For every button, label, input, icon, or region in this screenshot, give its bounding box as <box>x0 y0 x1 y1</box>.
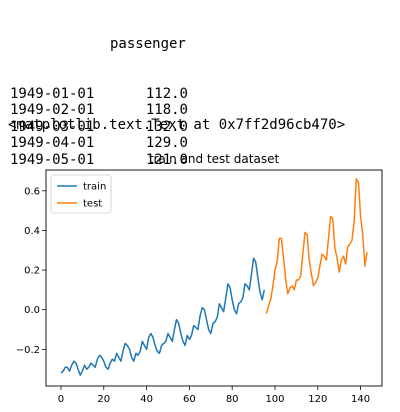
x-tick-label: 80 <box>226 394 239 405</box>
chart-title: train and test dataset <box>149 152 280 166</box>
series-line-test <box>266 179 367 314</box>
x-tick-label: 20 <box>97 394 110 405</box>
x-tick-label: 0 <box>58 394 64 405</box>
series-line-train <box>61 258 264 375</box>
y-tick-label: 0.4 <box>24 226 40 237</box>
y-tick-label: 0.0 <box>24 305 40 316</box>
y-tick-label: 0.2 <box>24 266 40 277</box>
x-tick-label: 40 <box>140 394 153 405</box>
x-tick-label: 120 <box>308 394 327 405</box>
x-tick-label: 100 <box>265 394 284 405</box>
legend-label-train: train <box>83 182 106 193</box>
y-tick-label: 0.6 <box>24 186 40 197</box>
y-tick-label: −0.2 <box>16 345 40 356</box>
legend-label-test: test <box>83 199 102 210</box>
x-tick-label: 140 <box>351 394 370 405</box>
x-tick-label: 60 <box>183 394 196 405</box>
